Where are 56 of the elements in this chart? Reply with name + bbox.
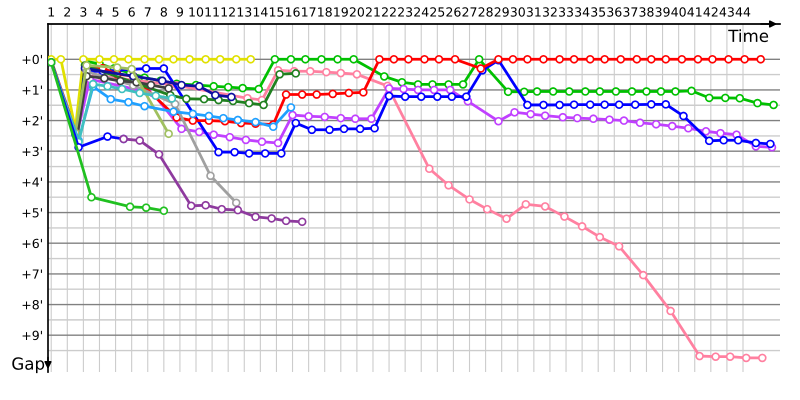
x-tick-label: 20 <box>350 7 364 17</box>
y-tick-label: +8' <box>22 300 42 310</box>
x-tick-label: 33 <box>559 7 573 17</box>
x-tick-label: 19 <box>334 7 348 17</box>
y-tick-label: +1' <box>22 86 42 95</box>
x-tick-label: 44 <box>736 7 750 17</box>
y-tick-label: +6' <box>22 238 42 248</box>
y-tick-label: +3' <box>22 146 42 156</box>
x-tick-label: 2 <box>64 7 70 17</box>
x-tick-label: 25 <box>430 7 444 17</box>
x-tick-label: 28 <box>478 7 493 17</box>
x-tick-label: 42 <box>703 7 718 17</box>
x-tick-label: 5 <box>112 7 118 17</box>
x-tick-label: 16 <box>286 7 300 17</box>
x-axis-title: Time <box>728 29 768 42</box>
x-tick-label: 23 <box>398 7 412 17</box>
x-tick-label: 43 <box>720 7 734 17</box>
x-tick-label: 12 <box>222 7 235 17</box>
x-tick-label: 26 <box>446 7 461 17</box>
x-tick-label: 37 <box>623 7 638 17</box>
y-tick-label: +2' <box>22 116 42 126</box>
x-tick-label: 4 <box>96 7 103 17</box>
x-tick-label: 39 <box>656 7 670 17</box>
y-tick-label: +7' <box>22 270 42 279</box>
x-tick-label: 27 <box>462 7 476 17</box>
x-tick-label: 40 <box>671 7 686 17</box>
y-axis-title: Gap <box>12 357 44 374</box>
x-tick-label: 35 <box>591 7 606 17</box>
x-tick-label: 36 <box>607 7 622 17</box>
y-tick-label: +0' <box>22 54 42 64</box>
x-tick-label: 13 <box>238 7 252 17</box>
x-tick-label: 17 <box>302 7 316 17</box>
x-tick-label: 24 <box>414 7 428 17</box>
x-tick-label: 8 <box>160 7 167 17</box>
x-tick-label: 41 <box>687 7 702 17</box>
x-tick-label: 30 <box>510 7 525 17</box>
y-tick-label: +9' <box>22 330 42 340</box>
x-tick-label: 3 <box>80 7 86 17</box>
x-tick-label: 38 <box>639 7 654 17</box>
x-tick-label: 15 <box>270 7 284 17</box>
x-tick-label: 32 <box>542 7 557 17</box>
x-tick-label: 6 <box>128 7 135 17</box>
x-tick-label: 10 <box>189 7 204 17</box>
x-tick-label: 21 <box>366 7 380 17</box>
x-tick-label: 7 <box>144 7 151 17</box>
x-tick-label: 31 <box>526 7 541 17</box>
y-tick-label: +5' <box>22 208 42 218</box>
x-tick-label: 14 <box>254 7 268 17</box>
x-tick-label: 29 <box>494 7 509 17</box>
x-tick-label: 11 <box>206 7 219 17</box>
x-tick-label: 18 <box>318 7 332 17</box>
y-tick-label: +4' <box>22 178 42 187</box>
x-tick-label: 1 <box>48 7 54 17</box>
x-tick-label: 34 <box>575 7 590 17</box>
x-tick-label: 22 <box>382 7 396 17</box>
x-tick-label: 9 <box>176 7 184 17</box>
